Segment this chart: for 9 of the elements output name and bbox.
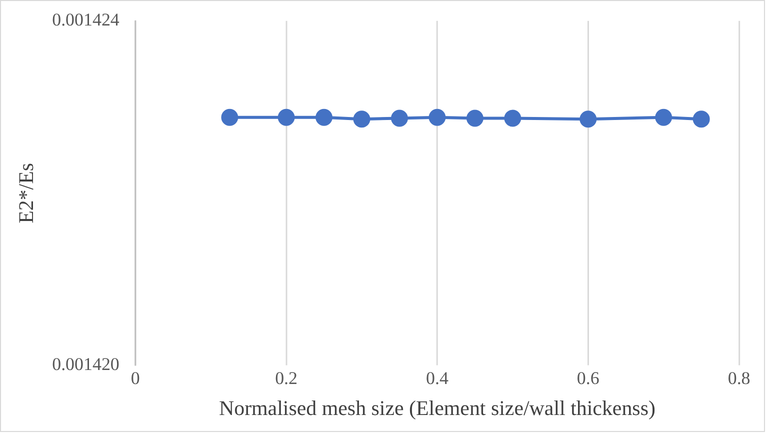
- x-tick-label: 0.8: [728, 368, 750, 388]
- x-tick-label: 0.6: [576, 368, 600, 388]
- x-tick-label: 0: [130, 368, 140, 388]
- y-tick-label: 0.001424: [52, 10, 120, 30]
- y-tick-label: 0.001420: [52, 354, 120, 374]
- x-tick-label: 0.2: [275, 368, 298, 388]
- y-axis-title: E2*/Es: [14, 163, 38, 224]
- x-tick-label: 0.4: [426, 368, 448, 388]
- x-axis-title: Normalised mesh size (Element size/wall thickenss): [218, 396, 656, 420]
